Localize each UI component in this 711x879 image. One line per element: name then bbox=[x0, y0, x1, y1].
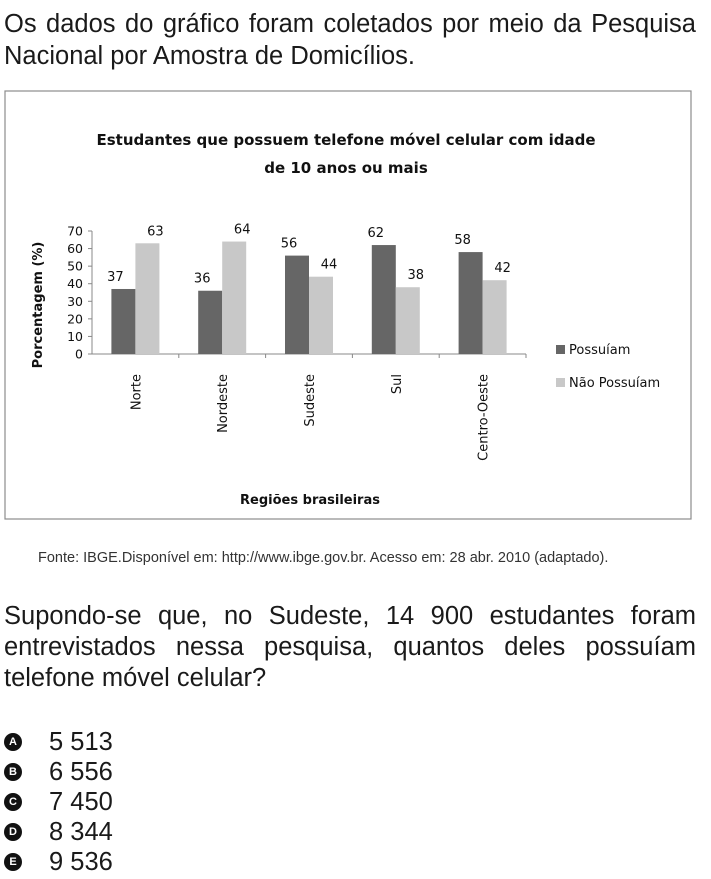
bar-chart: Estudantes que possuem telefone móvel ce… bbox=[4, 90, 692, 520]
question-text: Supondo-se que, no Sudeste, 14 900 estud… bbox=[4, 602, 696, 692]
y-tick-label: 50 bbox=[67, 259, 83, 274]
intro-text: Os dados do gráfico foram coletados por … bbox=[4, 10, 696, 70]
option-d[interactable]: D 8 344 bbox=[4, 817, 113, 847]
y-tick-label: 20 bbox=[67, 311, 83, 326]
y-tick-label: 0 bbox=[75, 347, 83, 362]
plot-area: 0 10 20 30 40 50 60 70 37 63 Norte 36 64 Nordeste 56 44… bbox=[67, 223, 527, 461]
chart-frame bbox=[4, 90, 692, 520]
option-d-badge: D bbox=[4, 823, 22, 841]
category-label: Norte bbox=[129, 374, 144, 410]
data-label: 38 bbox=[408, 268, 425, 283]
bar-nordeste-possuiam bbox=[198, 290, 223, 354]
answer-options: A 5 513 B 6 556 C 7 450 D 8 344 E 9 536 bbox=[4, 727, 113, 877]
category-label: Centro-Oeste bbox=[477, 374, 492, 461]
source-caption: Fonte: IBGE.Disponível em: http://www.ib… bbox=[38, 550, 609, 566]
data-label: 42 bbox=[494, 261, 511, 276]
data-label: 56 bbox=[281, 237, 298, 252]
data-label: 63 bbox=[147, 224, 164, 239]
y-tick-label: 60 bbox=[67, 241, 83, 256]
y-tick-label: 70 bbox=[67, 224, 83, 239]
data-label: 37 bbox=[107, 270, 124, 285]
legend-swatch-nao-possuiam bbox=[556, 378, 565, 387]
bar-nordeste-nao-possuiam bbox=[222, 241, 247, 354]
chart-container: Estudantes que possuem telefone móvel ce… bbox=[4, 90, 692, 530]
bar-centro-oeste-possuiam bbox=[458, 252, 483, 354]
bar-norte-possuiam bbox=[111, 288, 136, 354]
option-c-text: 7 450 bbox=[49, 788, 113, 816]
data-label: 58 bbox=[454, 233, 471, 248]
y-tick-label: 10 bbox=[67, 329, 83, 344]
bar-sul-nao-possuiam bbox=[395, 287, 420, 354]
bar-norte-nao-possuiam bbox=[135, 243, 160, 354]
legend-swatch-possuiam bbox=[556, 345, 565, 354]
y-tick-label: 40 bbox=[67, 276, 83, 291]
y-axis-title: Porcentagem (%) bbox=[31, 242, 46, 369]
option-b-text: 6 556 bbox=[49, 758, 113, 786]
option-d-text: 8 344 bbox=[49, 818, 113, 846]
option-a[interactable]: A 5 513 bbox=[4, 727, 113, 757]
option-c[interactable]: C 7 450 bbox=[4, 787, 113, 817]
data-label: 64 bbox=[234, 223, 251, 238]
bar-sudeste-nao-possuiam bbox=[309, 276, 333, 354]
option-c-badge: C bbox=[4, 793, 22, 811]
data-label: 62 bbox=[368, 226, 385, 241]
option-e-badge: E bbox=[4, 853, 22, 871]
legend: Possuíam Não Possuíam bbox=[556, 343, 660, 391]
bar-sudeste-possuiam bbox=[285, 255, 309, 354]
x-axis-title: Regiões brasileiras bbox=[240, 493, 380, 508]
chart-title-line-2: de 10 anos ou mais bbox=[264, 159, 428, 177]
data-label: 36 bbox=[194, 272, 211, 287]
option-a-text: 5 513 bbox=[49, 728, 113, 756]
bar-sul-possuiam bbox=[371, 245, 396, 354]
option-a-badge: A bbox=[4, 733, 22, 751]
option-e-text: 9 536 bbox=[49, 848, 113, 876]
data-label: 44 bbox=[321, 258, 338, 273]
option-e[interactable]: E 9 536 bbox=[4, 847, 113, 877]
bar-centro-oeste-nao-possuiam bbox=[482, 280, 507, 354]
category-label: Sudeste bbox=[303, 374, 318, 427]
legend-label-nao-possuiam: Não Possuíam bbox=[569, 376, 660, 391]
category-label: Sul bbox=[390, 374, 405, 394]
chart-title-line-1: Estudantes que possuem telefone móvel ce… bbox=[96, 131, 595, 149]
legend-label-possuiam: Possuíam bbox=[569, 343, 630, 358]
category-label: Nordeste bbox=[216, 374, 231, 433]
y-tick-label: 30 bbox=[67, 294, 83, 309]
option-b-badge: B bbox=[4, 763, 22, 781]
option-b[interactable]: B 6 556 bbox=[4, 757, 113, 787]
